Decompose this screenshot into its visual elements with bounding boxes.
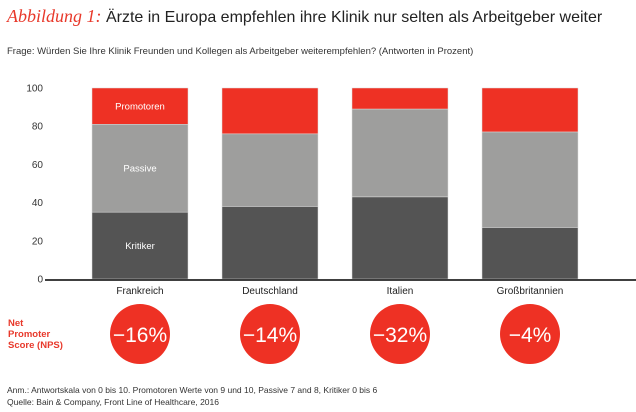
- bar-promotoren: [351, 87, 449, 110]
- y-tick-label: 40: [32, 198, 44, 209]
- bar-passive: [351, 108, 449, 198]
- title-text: Ärzte in Europa empfehlen ihre Klinik nu…: [105, 9, 603, 26]
- segment-label: Promotoren: [115, 102, 165, 113]
- segment-label: Passive: [123, 164, 156, 175]
- x-tick-label: Großbritannien: [497, 286, 564, 297]
- nps-value: −14%: [243, 324, 297, 347]
- nps-label-line: Score (NPS): [8, 340, 63, 351]
- nps-label-line: Promoter: [8, 329, 51, 340]
- nps-label-line: Net: [8, 318, 24, 329]
- bar-promotoren: [481, 87, 579, 133]
- bar-promotoren: [221, 87, 319, 135]
- nps-label: Net Promoter Score (NPS): [8, 318, 63, 351]
- bar-kritiker: [91, 211, 189, 280]
- bar-kritiker: [481, 227, 579, 280]
- bar-kritiker: [351, 196, 449, 280]
- bar-passive: [91, 124, 189, 213]
- x-tick-label: Deutschland: [242, 286, 298, 297]
- bar-passive: [221, 133, 319, 207]
- nps-badge: [240, 304, 300, 364]
- nps-value: −32%: [373, 324, 427, 347]
- nps-badge: [370, 304, 430, 364]
- chart-subtitle: Frage: Würden Sie Ihre Klinik Freunden u…: [7, 46, 474, 57]
- footnote: Anm.: Antwortskala von 0 bis 10. Promoto…: [7, 385, 378, 395]
- x-tick-label: Italien: [387, 286, 414, 297]
- nps-badge: [110, 304, 170, 364]
- bar-kritiker: [221, 206, 319, 280]
- y-tick-label: 80: [32, 122, 44, 133]
- y-tick-label: 60: [32, 160, 44, 171]
- y-tick-label: 20: [32, 236, 44, 247]
- nps-value: −4%: [509, 324, 552, 347]
- y-tick-label: 100: [26, 84, 43, 95]
- segment-label: Kritiker: [125, 241, 155, 252]
- nps-value: −16%: [113, 324, 167, 347]
- figure-number: Abbildung 1:: [7, 6, 102, 26]
- bar-promotoren: [91, 87, 189, 125]
- source-note: Quelle: Bain & Company, Front Line of He…: [7, 397, 219, 407]
- bar-passive: [481, 131, 579, 228]
- nps-badge: [500, 304, 560, 364]
- x-tick-label: Frankreich: [116, 286, 163, 297]
- chart-title: Abbildung 1: Ärzte in Europa empfehlen i…: [7, 6, 602, 27]
- y-tick-label: 0: [37, 275, 43, 286]
